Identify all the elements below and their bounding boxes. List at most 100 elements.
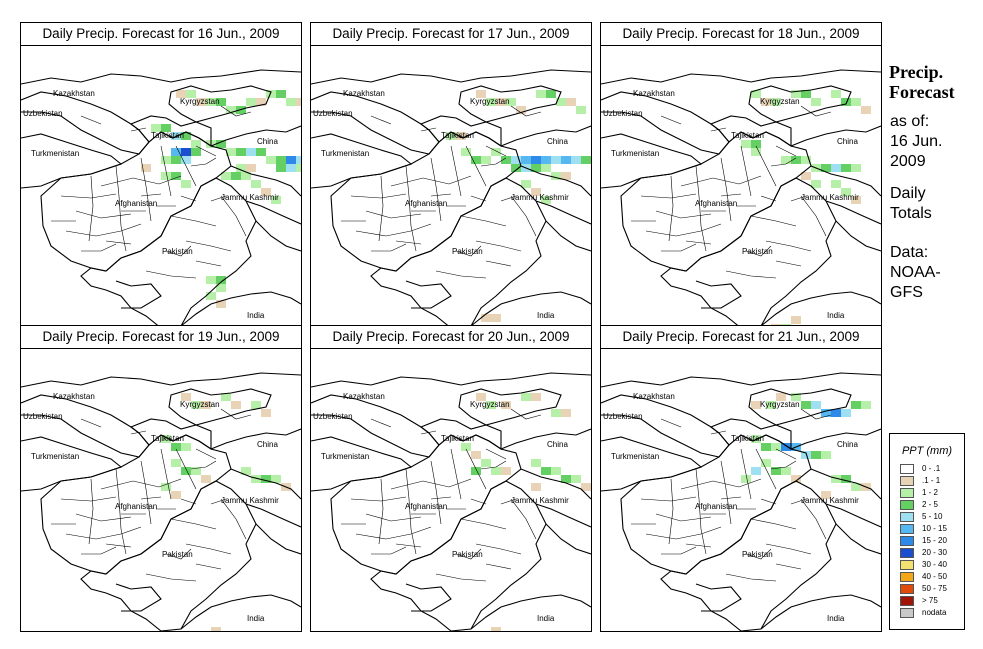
precip-cell — [181, 132, 191, 140]
province-border — [170, 518, 217, 530]
legend-label: 10 - 15 — [922, 524, 947, 533]
country-border — [180, 594, 301, 630]
country-border — [458, 85, 562, 123]
country-border — [790, 428, 881, 450]
country-border — [311, 69, 591, 85]
precip-cell — [276, 90, 286, 98]
ppt-legend: PPT (mm) 0 - .1 .1 - 1 1 - 2 2 - 5 5 - 10 10 … — [889, 433, 965, 630]
precip-cell — [761, 443, 771, 451]
country-label: India — [827, 311, 845, 320]
precip-cell — [216, 284, 226, 292]
province-border — [370, 418, 392, 428]
province-border — [668, 478, 674, 545]
country-label: Tajikistan — [731, 434, 764, 443]
precip-cell — [791, 316, 801, 324]
province-border — [661, 546, 697, 555]
precip-cell — [851, 401, 861, 409]
province-border — [165, 245, 192, 257]
precip-cell — [161, 156, 171, 164]
precip-cell — [811, 451, 821, 459]
precip-cell — [741, 140, 751, 148]
precip-cell — [791, 90, 801, 98]
country-border — [601, 91, 730, 155]
precip-cell — [801, 451, 811, 459]
country-border — [80, 177, 257, 328]
province-border — [190, 460, 217, 470]
precip-cell — [551, 156, 561, 164]
country-border — [760, 594, 881, 630]
country-label: Jammu Kashmir — [221, 496, 279, 505]
precip-cell — [471, 451, 481, 459]
precip-cell — [821, 409, 831, 417]
province-border — [140, 157, 152, 222]
precip-cell — [261, 409, 271, 417]
province-border — [435, 573, 487, 582]
province-border — [220, 105, 252, 117]
country-label: Turkmenistan — [31, 149, 79, 158]
precip-cell — [751, 401, 761, 409]
legend-swatch — [900, 596, 914, 606]
country-label: China — [837, 440, 858, 449]
province-border — [475, 543, 522, 555]
precip-cell — [491, 148, 501, 156]
precip-cell — [486, 98, 496, 106]
country-border — [748, 85, 852, 123]
province-border — [365, 210, 422, 219]
precip-cell — [776, 393, 786, 401]
country-border — [470, 594, 591, 630]
province-border — [655, 210, 712, 219]
province-border — [750, 215, 797, 227]
province-border — [185, 543, 232, 555]
precip-cell — [741, 475, 751, 483]
province-border — [145, 573, 197, 582]
forecast-panel-5: Daily Precip. Forecast for 20 Jun., 2009… — [310, 325, 592, 632]
country-border — [311, 394, 440, 458]
precip-cell — [576, 106, 586, 114]
precip-cell — [831, 180, 841, 188]
province-border — [465, 448, 487, 490]
precip-cell — [771, 98, 781, 106]
precip-cell — [831, 164, 841, 172]
precip-cell — [191, 148, 201, 156]
precip-cell — [511, 164, 521, 172]
precip-cell — [161, 435, 171, 443]
forecast-map: Kazakhstan Uzbekistan Kyrgyzstan Tajikistan… — [601, 372, 881, 631]
precip-cell — [251, 475, 261, 483]
precip-cell — [256, 148, 266, 156]
precip-cell — [181, 180, 191, 188]
precip-cell — [171, 148, 181, 156]
province-border — [775, 260, 802, 267]
legend-label: 40 - 50 — [922, 572, 947, 581]
precip-cell — [556, 98, 566, 106]
country-border — [535, 200, 591, 225]
province-border — [800, 195, 827, 237]
precip-cell — [446, 132, 456, 140]
province-border — [105, 240, 132, 245]
precip-cell — [821, 491, 831, 499]
country-border — [695, 280, 742, 309]
province-border — [661, 243, 697, 252]
precip-cell — [191, 467, 201, 475]
precip-cell — [861, 401, 871, 409]
province-border — [220, 498, 247, 540]
country-label: Kazakhstan — [633, 89, 675, 98]
precip-cell — [511, 156, 521, 164]
country-label: Jammu Kashmir — [221, 193, 279, 202]
country-border — [601, 394, 730, 458]
country-label: Jammu Kashmir — [511, 193, 569, 202]
precip-cell — [171, 459, 181, 467]
country-border — [311, 91, 440, 155]
country-label: Kazakhstan — [53, 89, 95, 98]
forecast-panel-1: Daily Precip. Forecast for 16 Jun., 2009… — [20, 22, 302, 329]
precip-cell — [206, 276, 216, 284]
precip-field — [161, 393, 291, 631]
precip-cell — [196, 98, 206, 106]
country-border — [470, 291, 591, 327]
province-border — [355, 526, 432, 540]
country-label: Kyrgyzstan — [180, 400, 220, 409]
province-border — [80, 418, 102, 428]
province-border — [770, 460, 797, 470]
country-label: Pakistan — [162, 247, 193, 256]
country-border — [825, 200, 881, 225]
precip-cell — [521, 156, 531, 164]
